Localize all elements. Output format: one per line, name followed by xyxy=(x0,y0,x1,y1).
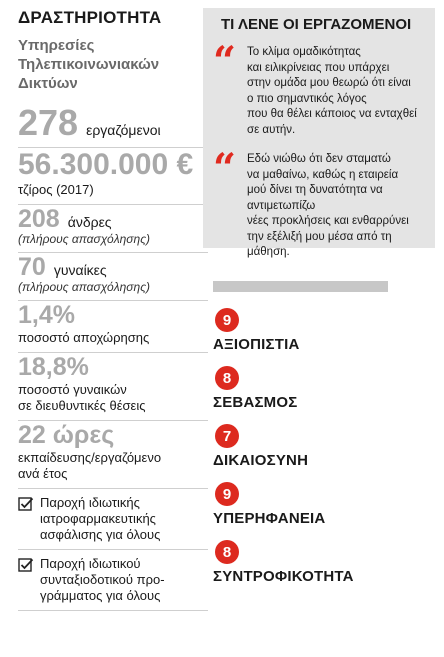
stat-label: άνδρες xyxy=(67,214,112,230)
benefit-line: συνταξιοδοτικού προ- xyxy=(40,572,165,587)
quote-line: Το κλίμα ομαδικότητας xyxy=(247,46,361,58)
employee-quote: “ Εδώ νιώθω ότι δεν σταματώ να μαθαίνω, … xyxy=(213,145,425,261)
quote-line: νέες προκλήσεις και ενθαρρύνει xyxy=(247,215,409,227)
stat-women-managers: 18,8% ποσοστό γυναικών σε διευθυντικές θ… xyxy=(18,353,208,421)
employee-quote: “ Το κλίμα ομαδικότητας και ειλικρίνειας… xyxy=(213,38,425,138)
stat-label-line: ποσοστό γυναικών xyxy=(18,382,127,397)
rating-item: 9 ΥΠΕΡΗΦΑΝΕΙΑ xyxy=(213,482,354,540)
benefit-line: γράμματος για όλους xyxy=(40,588,161,603)
benefit-line: Παροχή ιδιωτικού xyxy=(40,556,141,571)
quote-mark-icon: “ xyxy=(213,38,236,85)
quote-line: την εξέλιξή μου μέσα από τη μάθηση. xyxy=(247,230,392,259)
stat-label-line: ανά έτος xyxy=(18,466,68,481)
stat-women: 70 γυναίκες (πλήρους απασχόλησης) xyxy=(18,253,208,301)
stat-value: 56.300.000 € xyxy=(18,148,194,181)
stat-value: 22 ώρες xyxy=(18,421,115,449)
quote-text: Το κλίμα ομαδικότητας και ειλικρίνειας π… xyxy=(247,45,417,138)
benefit-pension-plan: Παροχή ιδιωτικού συνταξιοδοτικού προ- γρ… xyxy=(18,550,208,611)
quote-line: Εδώ νιώθω ότι δεν σταματώ xyxy=(247,153,391,165)
stat-label: γυναίκες xyxy=(53,262,107,278)
benefit-line: Παροχή ιδιωτικής xyxy=(40,495,140,510)
benefit-text: Παροχή ιδιωτικού συνταξιοδοτικού προ- γρ… xyxy=(40,556,165,604)
rating-item: 7 ΔΙΚΑΙΟΣΥΝΗ xyxy=(213,424,354,482)
subtitle-line: Δικτύων xyxy=(18,75,78,92)
quote-line: σε αυτήν. xyxy=(247,123,296,136)
rating-item: 9 ΑΞΙΟΠΙΣΤΙΑ xyxy=(213,308,354,366)
stat-label: εκπαίδευσης/εργαζόμενο ανά έτος xyxy=(18,450,208,482)
quote-line: και ειλικρίνειας που υπάρχει xyxy=(247,61,390,74)
stat-value: 18,8% xyxy=(18,353,89,381)
stat-label: τζίρος (2017) xyxy=(18,182,94,197)
stat-value: 278 xyxy=(18,102,79,143)
quote-text: Εδώ νιώθω ότι δεν σταματώ να μαθαίνω, κα… xyxy=(247,152,425,261)
activity-subtitle: Υπηρεσίες Τηλεπικοινωνιακών Δικτύων xyxy=(18,36,208,93)
quote-mark-icon: “ xyxy=(213,145,236,192)
benefit-line: ασφάλισης για όλους xyxy=(40,527,161,542)
employee-quotes-box: ΤΙ ΛΕΝΕ ΟΙ ΕΡΓΑΖΟΜΕΝΟΙ “ Το κλίμα ομαδικ… xyxy=(203,8,435,258)
stat-men: 208 άνδρες (πλήρους απασχόλησης) xyxy=(18,205,208,253)
checkbox-checked-icon xyxy=(18,497,34,511)
stat-turnover: 56.300.000 € τζίρος (2017) xyxy=(18,148,208,205)
subtitle-line: Υπηρεσίες xyxy=(18,37,95,54)
stat-label-line: σε διευθυντικές θέσεις xyxy=(18,398,146,413)
stat-attrition: 1,4% ποσοστό αποχώρησης xyxy=(18,301,208,353)
stat-note: (πλήρους απασχόλησης) xyxy=(18,232,151,246)
stat-value: 208 xyxy=(18,205,60,233)
rating-label: ΔΙΚΑΙΟΣΥΝΗ xyxy=(213,452,309,469)
score-badge: 7 xyxy=(215,424,239,448)
rating-label: ΑΞΙΟΠΙΣΤΙΑ xyxy=(213,336,300,353)
section-divider xyxy=(213,281,388,292)
quotes-title: ΤΙ ΛΕΝΕ ΟΙ ΕΡΓΑΖΟΜΕΝΟΙ xyxy=(221,16,412,33)
checkbox-checked-icon xyxy=(18,558,34,572)
benefit-line: ιατροφαρμακευτικής xyxy=(40,511,156,526)
quote-line: στην ομάδα μου θεωρώ ότι είναι xyxy=(247,77,411,89)
rating-label: ΣΥΝΤΡΟΦΙΚΟΤΗΤΑ xyxy=(213,568,354,585)
quote-line: ο πιο σημαντικός λόγος xyxy=(247,92,367,105)
stat-label-line: εκπαίδευσης/εργαζόμενο xyxy=(18,450,162,465)
quote-line: να μαθαίνω, καθώς η εταιρεία xyxy=(247,168,399,181)
activity-title: ΔΡΑΣΤΗΡΙΟΤΗΤΑ xyxy=(18,8,162,27)
stat-label: ποσοστό αποχώρησης xyxy=(18,330,150,345)
rating-label: ΥΠΕΡΗΦΑΝΕΙΑ xyxy=(213,510,326,527)
quote-line: που θα θέλει κάποιος να ενταχθεί xyxy=(247,108,417,120)
stat-note: (πλήρους απασχόλησης) xyxy=(18,280,151,294)
stat-training-hours: 22 ώρες εκπαίδευσης/εργαζόμενο ανά έτος xyxy=(18,421,208,489)
score-badge: 8 xyxy=(215,540,239,564)
stat-label: εργαζόμενοι xyxy=(86,122,161,138)
activity-column: ΔΡΑΣΤΗΡΙΟΤΗΤΑ Υπηρεσίες Τηλεπικοινωνιακώ… xyxy=(18,8,208,611)
rating-item: 8 ΣΕΒΑΣΜΟΣ xyxy=(213,366,354,424)
benefit-health-insurance: Παροχή ιδιωτικής ιατροφαρμακευτικής ασφά… xyxy=(18,489,208,550)
ratings-list: 9 ΑΞΙΟΠΙΣΤΙΑ 8 ΣΕΒΑΣΜΟΣ 7 ΔΙΚΑΙΟΣΥΝΗ 9 Υ… xyxy=(213,308,354,598)
stat-employees: 278 εργαζόμενοι xyxy=(18,103,208,148)
quote-line: μού δίνει τη δυνατότητα να αντιμετωπίζω xyxy=(247,184,383,212)
score-badge: 9 xyxy=(215,308,239,332)
score-badge: 8 xyxy=(215,366,239,390)
score-badge: 9 xyxy=(215,482,239,506)
benefit-text: Παροχή ιδιωτικής ιατροφαρμακευτικής ασφά… xyxy=(40,495,160,543)
rating-item: 8 ΣΥΝΤΡΟΦΙΚΟΤΗΤΑ xyxy=(213,540,354,598)
rating-label: ΣΕΒΑΣΜΟΣ xyxy=(213,394,298,411)
stat-value: 70 xyxy=(18,253,46,281)
subtitle-line: Τηλεπικοινωνιακών xyxy=(18,56,160,73)
stat-value: 1,4% xyxy=(18,301,75,329)
employees-column: ΤΙ ΛΕΝΕ ΟΙ ΕΡΓΑΖΟΜΕΝΟΙ “ Το κλίμα ομαδικ… xyxy=(203,8,435,648)
stat-label: ποσοστό γυναικών σε διευθυντικές θέσεις xyxy=(18,382,208,414)
